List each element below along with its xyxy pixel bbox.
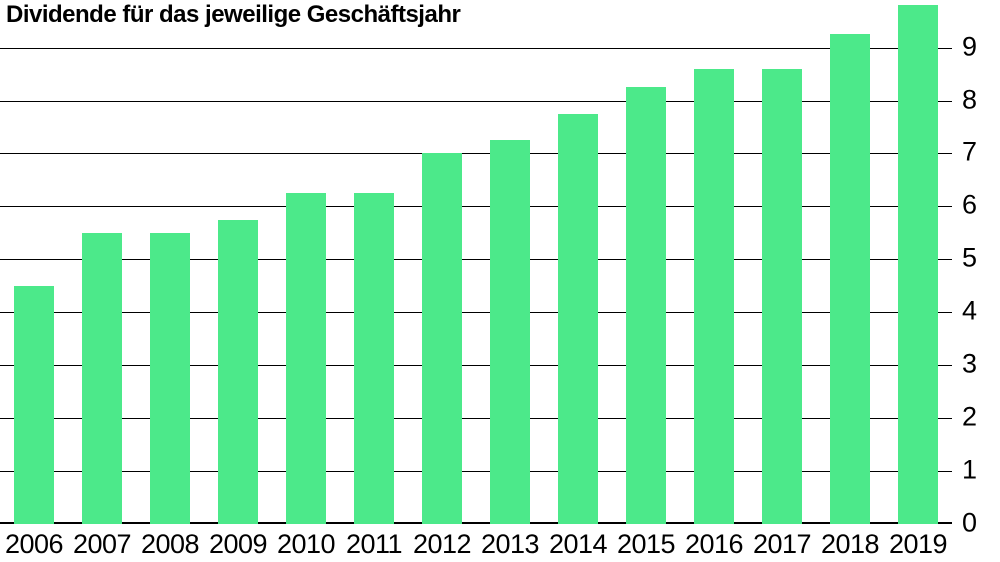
gridline-9 xyxy=(0,48,952,49)
y-tick-label-6: 6 xyxy=(962,189,978,220)
x-tick-label-2011: 2011 xyxy=(345,529,403,559)
x-axis-labels: 2006 2007 2008 2009 2010 2011 2012 2013 2014 2015… xyxy=(0,529,952,562)
x-tick-label-2018: 2018 xyxy=(820,529,880,559)
y-tick-label-9: 9 xyxy=(962,31,978,62)
y-tick-label-3: 3 xyxy=(962,348,978,379)
x-tick-label-2015: 2015 xyxy=(616,529,676,559)
x-tick-label-2017: 2017 xyxy=(752,529,812,559)
bar-2011 xyxy=(354,193,394,524)
x-tick-label-2006: 2006 xyxy=(4,529,64,559)
gridline-4 xyxy=(0,312,952,313)
gridline-8 xyxy=(0,101,952,102)
bar-2008 xyxy=(150,233,190,524)
bar-2009 xyxy=(218,220,258,524)
gridline-1 xyxy=(0,471,952,472)
x-axis-line xyxy=(0,522,952,524)
y-tick-label-0: 0 xyxy=(962,507,978,538)
gridline-5 xyxy=(0,259,952,260)
x-tick-label-2007: 2007 xyxy=(72,529,132,559)
gridline-7 xyxy=(0,153,952,154)
y-tick-label-5: 5 xyxy=(962,242,978,273)
x-tick-label-2016: 2016 xyxy=(684,529,744,559)
gridline-2 xyxy=(0,418,952,419)
gridline-3 xyxy=(0,365,952,366)
bar-2018 xyxy=(830,34,870,524)
x-tick-label-2008: 2008 xyxy=(140,529,200,559)
x-tick-label-2009: 2009 xyxy=(208,529,268,559)
plot-area xyxy=(0,5,952,524)
y-axis-labels: 0 1 2 3 4 5 6 7 8 9 xyxy=(952,0,1000,537)
x-tick-label-2014: 2014 xyxy=(548,529,608,559)
x-tick-label-2019: 2019 xyxy=(888,529,948,559)
y-tick-label-8: 8 xyxy=(962,84,978,115)
x-tick-label-2010: 2010 xyxy=(276,529,336,559)
bar-2014 xyxy=(558,114,598,524)
bar-2016 xyxy=(694,69,734,524)
y-tick-label-2: 2 xyxy=(962,401,978,432)
bar-2006 xyxy=(14,286,54,524)
x-tick-label-2013: 2013 xyxy=(480,529,540,559)
y-tick-label-4: 4 xyxy=(962,295,978,326)
bar-2012 xyxy=(422,153,462,524)
bar-2017 xyxy=(762,69,802,524)
y-tick-label-1: 1 xyxy=(962,454,978,485)
bar-2007 xyxy=(82,233,122,524)
x-tick-label-2012: 2012 xyxy=(412,529,472,559)
gridline-6 xyxy=(0,206,952,207)
bar-2013 xyxy=(490,140,530,524)
chart-title: Dividende für das jeweilige Geschäftsjah… xyxy=(6,1,461,28)
bar-2010 xyxy=(286,193,326,524)
y-tick-label-7: 7 xyxy=(962,136,978,167)
bar-2019 xyxy=(898,5,938,524)
bar-2015 xyxy=(626,87,666,524)
